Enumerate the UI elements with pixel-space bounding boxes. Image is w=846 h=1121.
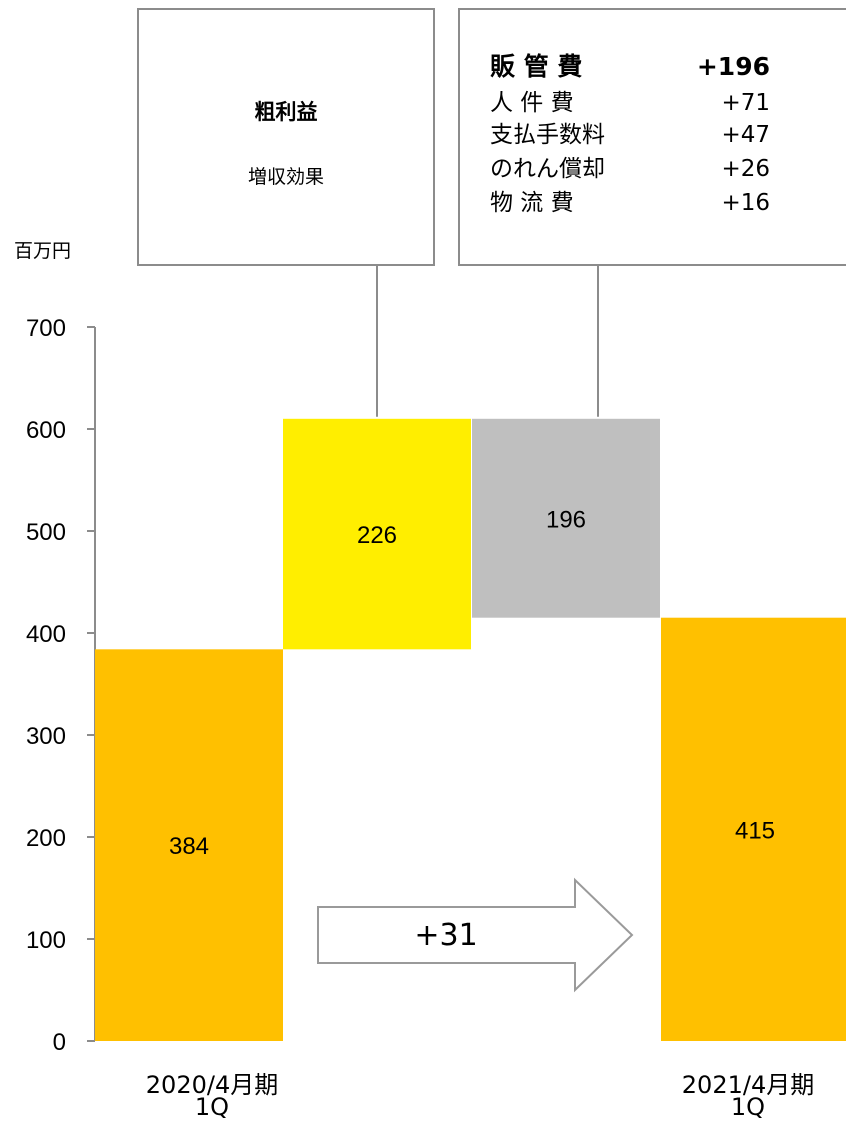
y-tick-label: 0 [53, 1029, 66, 1056]
bar-value-label: 415 [735, 817, 775, 844]
leader-lines [376, 266, 599, 417]
sga-row-value: +196 [696, 52, 770, 81]
sga-row-label: 人 件 費 [490, 90, 574, 116]
x-category-line2: 1Q [730, 1093, 766, 1121]
bars-group: 384 226 196 415 [95, 418, 846, 1041]
x-category-line1: 2020/4月期 [145, 1071, 279, 1099]
gross-profit-title: 粗利益 [254, 100, 318, 124]
sga-callout: 販 管 費 +196 人 件 費 +71 支払手数料 +47 のれん償却 +26… [458, 8, 846, 266]
y-tick-label: 200 [26, 825, 66, 852]
y-axis-unit: 百万円 [14, 240, 72, 262]
sga-row-label: 物 流 費 [490, 190, 574, 216]
sga-row-value: +16 [721, 190, 770, 216]
sga-row-label: 支払手数料 [490, 122, 605, 148]
gross-profit-callout: 粗利益 増収効果 [137, 8, 435, 266]
x-category-line2: 1Q [194, 1093, 230, 1121]
sga-row-label: 販 管 費 [490, 52, 583, 81]
arrow-shape [317, 877, 634, 993]
y-tick-label: 300 [26, 723, 66, 750]
bar [472, 418, 660, 618]
change-arrow: +31 [317, 877, 634, 993]
arrow-label: +31 [414, 918, 477, 953]
gross-profit-subtitle: 増収効果 [247, 166, 324, 188]
bar-value-label: 196 [546, 506, 586, 533]
y-tick-label: 400 [26, 621, 66, 648]
bar [661, 617, 846, 1041]
bar [283, 418, 471, 650]
sga-row-value: +47 [721, 122, 770, 148]
sga-row-value: +71 [721, 90, 770, 116]
sga-row-label: のれん償却 [490, 156, 605, 182]
y-tick-label: 600 [26, 417, 66, 444]
sga-row-value: +26 [721, 156, 770, 182]
bar [95, 649, 283, 1041]
y-axis: 0 100 200 300 400 500 600 700 [26, 315, 96, 1056]
x-category-label: 2020/4月期 1Q [112, 1071, 312, 1121]
x-category-line1: 2021/4月期 [681, 1071, 815, 1099]
y-tick-label: 500 [26, 519, 66, 546]
bar-value-label: 226 [357, 522, 397, 549]
y-tick-label: 100 [26, 927, 66, 954]
y-tick-label: 700 [26, 315, 66, 342]
x-category-label: 2021/4月期 1Q [648, 1071, 846, 1121]
bar-value-label: 384 [169, 833, 209, 860]
